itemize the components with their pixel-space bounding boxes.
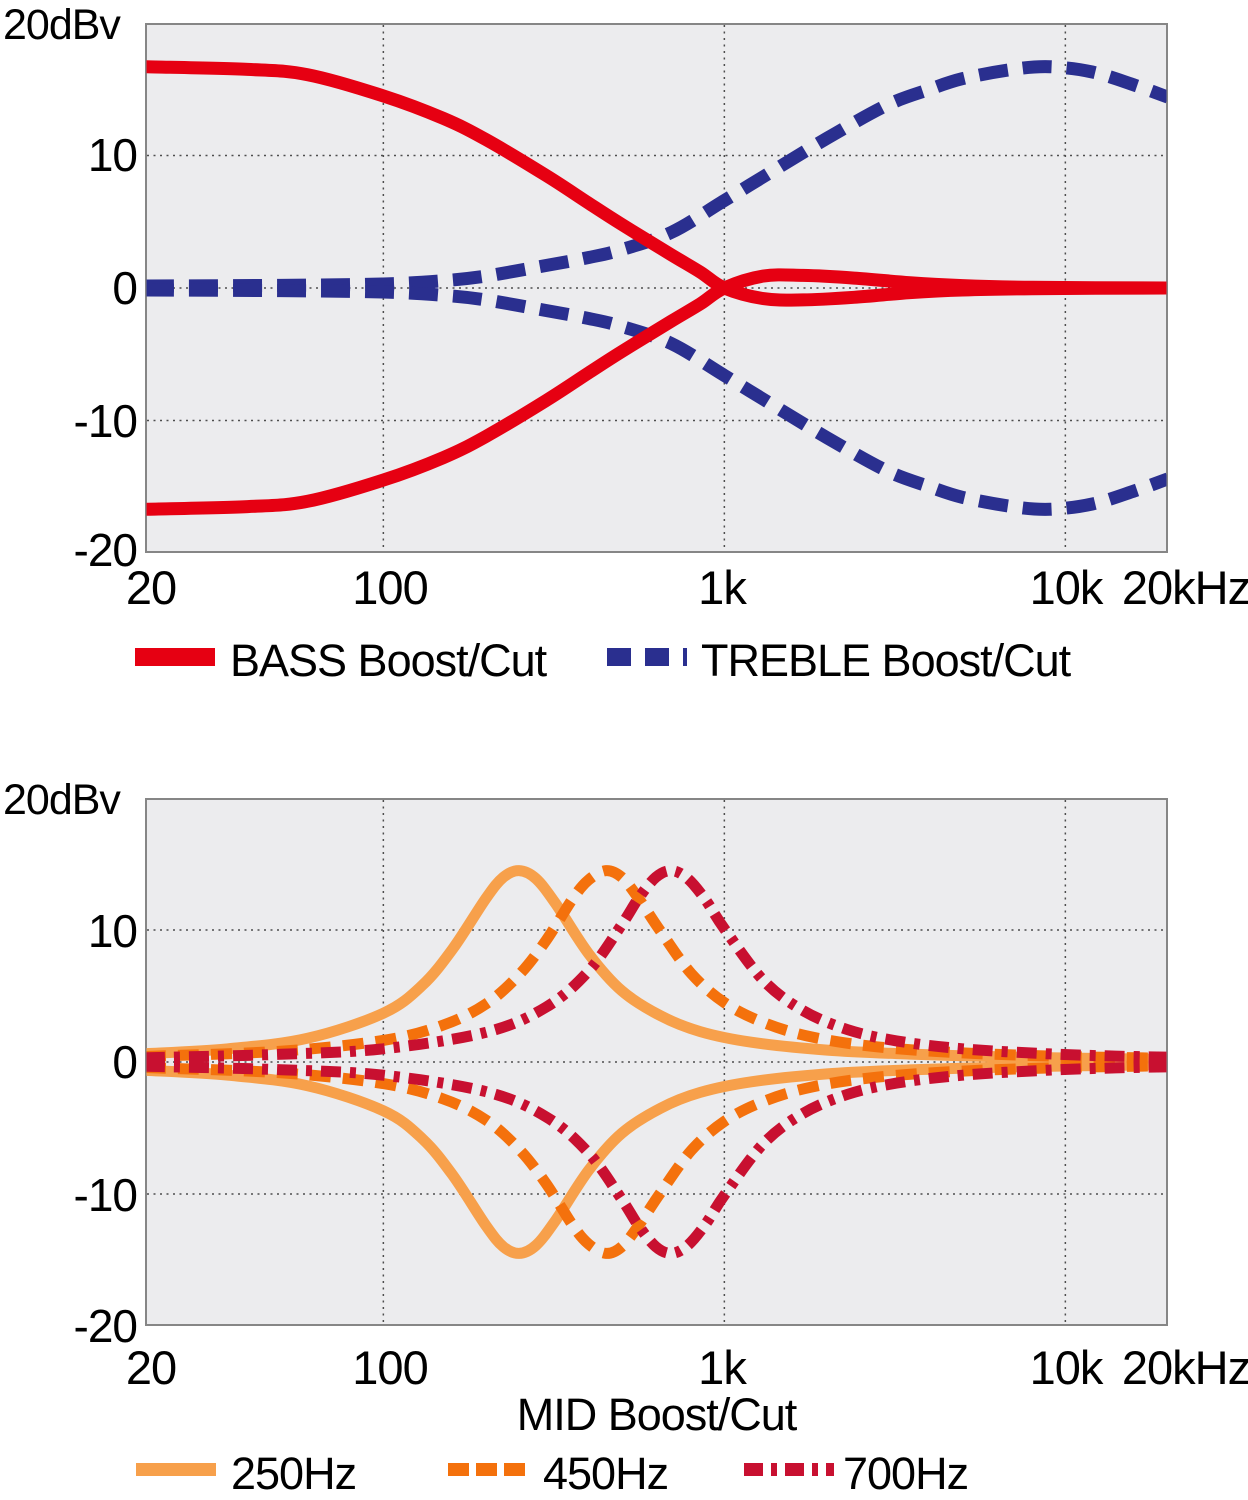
y-axis-unit-label: 20dBv bbox=[3, 1, 121, 49]
y-tick-label: -10 bbox=[73, 1169, 138, 1221]
bass-line-swatch-icon bbox=[135, 648, 215, 666]
y-tick-label: 10 bbox=[87, 905, 138, 957]
x-tick-label: 10k bbox=[1029, 561, 1104, 614]
legend-label-bass: BASS Boost/Cut bbox=[230, 635, 547, 686]
x-tick-label: 20 bbox=[125, 561, 177, 614]
legend-label-700hz: 700Hz bbox=[843, 1448, 969, 1499]
y-axis-unit-label: 20dBv bbox=[3, 776, 121, 824]
x-tick-label: 100 bbox=[352, 561, 428, 614]
x-tick-label: 20 bbox=[125, 1341, 177, 1394]
x-tick-label: 1k bbox=[698, 561, 747, 614]
bass-treble-plot-area bbox=[145, 23, 1168, 553]
mid-plot-area bbox=[145, 798, 1168, 1326]
x-tick-label: 20kHz bbox=[1121, 561, 1248, 614]
legend-label-450hz: 450Hz bbox=[543, 1448, 669, 1499]
y-tick-label: 0 bbox=[112, 1036, 138, 1088]
y-tick-label: -10 bbox=[73, 395, 138, 447]
treble-line-swatch-icon bbox=[607, 648, 687, 666]
y-tick-label: 0 bbox=[112, 262, 138, 314]
legend-label-250hz: 250Hz bbox=[231, 1448, 357, 1499]
x-tick-label: 100 bbox=[352, 1341, 428, 1394]
mid-250hz-swatch-icon bbox=[136, 1463, 216, 1476]
y-tick-label: 10 bbox=[87, 129, 138, 181]
y-tick-label: -20 bbox=[73, 524, 138, 576]
y-tick-label: -20 bbox=[73, 1300, 138, 1352]
legend-label-treble: TREBLE Boost/Cut bbox=[701, 635, 1071, 686]
mid-700hz-swatch-icon bbox=[744, 1463, 834, 1476]
mid-axis-title: MID Boost/Cut bbox=[516, 1389, 798, 1440]
mid-450hz-swatch-icon bbox=[448, 1463, 526, 1476]
x-tick-label: 20kHz bbox=[1121, 1341, 1248, 1394]
x-tick-label: 10k bbox=[1029, 1341, 1104, 1394]
x-tick-label: 1k bbox=[698, 1341, 747, 1394]
